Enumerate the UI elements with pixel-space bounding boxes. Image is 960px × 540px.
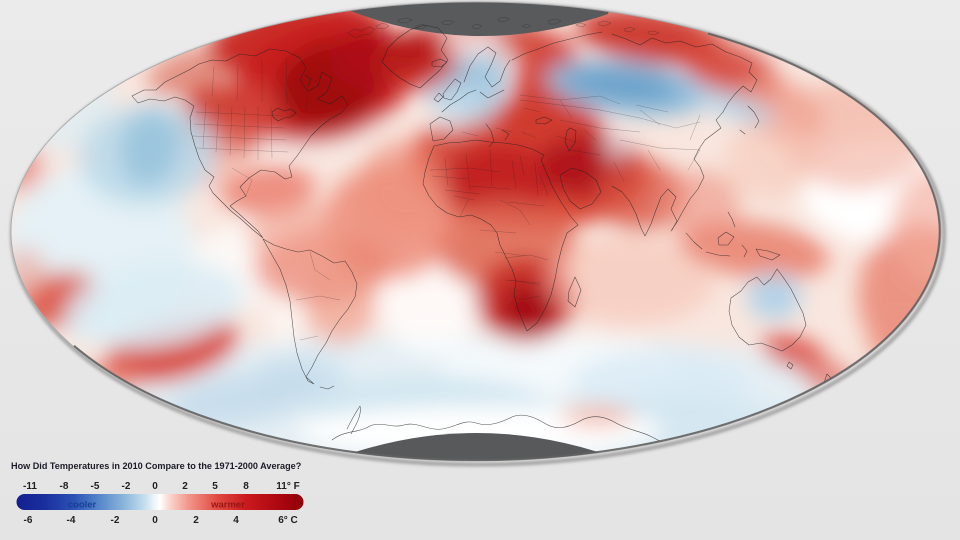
svg-text:2: 2 — [182, 481, 188, 492]
svg-text:-4: -4 — [67, 515, 76, 526]
svg-text:warmer: warmer — [210, 500, 245, 511]
svg-text:8: 8 — [243, 481, 249, 492]
svg-text:11° F: 11° F — [276, 481, 299, 492]
svg-text:4: 4 — [233, 515, 239, 526]
svg-text:0: 0 — [152, 481, 158, 492]
svg-text:-2: -2 — [111, 515, 120, 526]
svg-text:-6: -6 — [24, 515, 33, 526]
svg-text:-11: -11 — [23, 481, 37, 492]
svg-text:How Did Temperatures in 2010 C: How Did Temperatures in 2010 Compare to … — [11, 461, 302, 471]
svg-text:2: 2 — [193, 515, 199, 526]
svg-text:-5: -5 — [91, 481, 100, 492]
svg-text:-8: -8 — [60, 481, 69, 492]
svg-text:cooler: cooler — [68, 500, 97, 511]
svg-text:5: 5 — [212, 481, 218, 492]
svg-text:0: 0 — [152, 515, 158, 526]
svg-text:6° C: 6° C — [278, 515, 298, 526]
svg-text:-2: -2 — [122, 481, 131, 492]
